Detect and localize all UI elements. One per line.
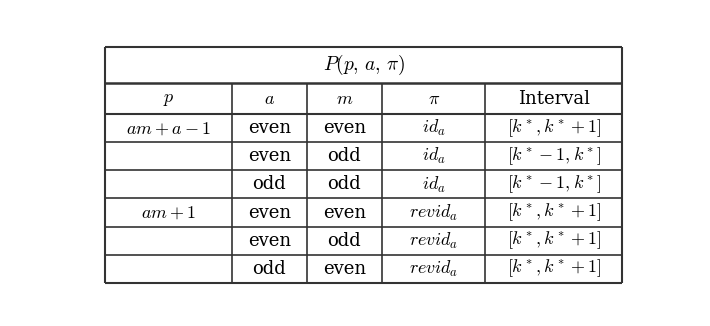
Text: odd: odd	[327, 147, 361, 165]
Text: $[k^*, k^*+1]$: $[k^*, k^*+1]$	[507, 230, 601, 251]
Text: even: even	[248, 147, 291, 165]
Text: $id_a$: $id_a$	[422, 118, 446, 139]
Text: $P(p,\, a,\, \pi)$: $P(p,\, a,\, \pi)$	[323, 53, 405, 77]
Text: $revid_a$: $revid_a$	[409, 202, 459, 223]
Text: even: even	[248, 231, 291, 249]
Text: $[k^*-1, k^*]$: $[k^*-1, k^*]$	[507, 146, 601, 167]
Text: even: even	[323, 203, 366, 221]
Text: $p$: $p$	[163, 90, 175, 108]
Text: $m$: $m$	[336, 90, 353, 108]
Text: even: even	[323, 259, 366, 278]
Text: $[k^*-1, k^*]$: $[k^*-1, k^*]$	[507, 174, 601, 195]
Text: odd: odd	[253, 175, 286, 193]
Text: $id_a$: $id_a$	[422, 146, 446, 167]
Text: odd: odd	[253, 259, 286, 278]
Text: $revid_a$: $revid_a$	[409, 259, 459, 279]
Text: $am+a-1$: $am+a-1$	[126, 119, 211, 137]
Text: $a$: $a$	[264, 90, 275, 108]
Text: $[k^*, k^*+1]$: $[k^*, k^*+1]$	[507, 118, 601, 139]
Text: odd: odd	[327, 231, 361, 249]
Text: even: even	[323, 119, 366, 137]
Text: $revid_a$: $revid_a$	[409, 230, 459, 251]
Text: $\pi$: $\pi$	[427, 90, 439, 108]
Text: odd: odd	[327, 175, 361, 193]
Text: even: even	[248, 119, 291, 137]
Text: even: even	[248, 203, 291, 221]
Text: $am+1$: $am+1$	[141, 203, 196, 221]
Text: $id_a$: $id_a$	[422, 174, 446, 195]
Text: $[k^*, k^*+1]$: $[k^*, k^*+1]$	[507, 202, 601, 223]
Text: Interval: Interval	[518, 90, 590, 108]
Text: $[k^*, k^*+1]$: $[k^*, k^*+1]$	[507, 258, 601, 279]
